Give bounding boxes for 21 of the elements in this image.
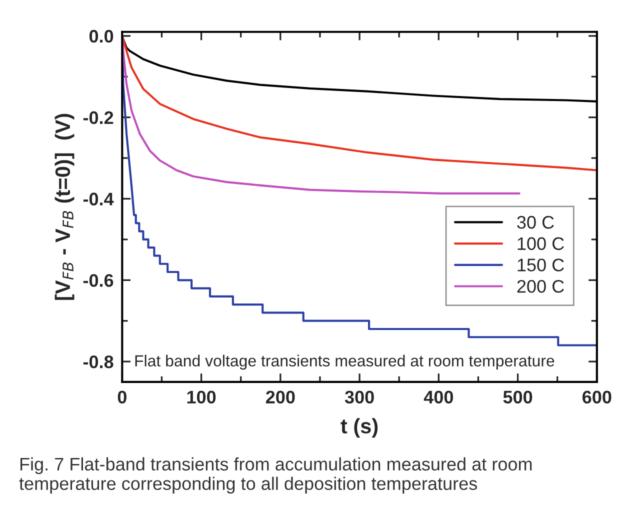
x-tick-label: 300 <box>344 390 374 404</box>
x-tick-label: 600 <box>582 390 612 404</box>
annotation: Flat band voltage transients measured at room temperature <box>135 354 554 370</box>
caption: Fig. 7 Flat-band transients from accumulation measured at room temperature corresponding to all deposition temperatures <box>19 457 532 494</box>
legend-label: 100 C <box>518 237 564 250</box>
y-tick-label: -0.8 <box>83 355 114 368</box>
line-series <box>122 34 520 194</box>
x-tick-label: 0 <box>118 390 126 404</box>
legend-label: 30 C <box>517 216 554 229</box>
x-tick-label: 500 <box>503 390 532 404</box>
y-tick-label: -0.4 <box>83 192 114 206</box>
legend-label: 200 C <box>517 280 564 293</box>
x-axis-title: t (s) <box>340 418 378 438</box>
x-tick-label: 200 <box>266 390 295 404</box>
y-axis-title: [V$_{FB}$ - V$_{FB}$ (t=0)] (V) <box>54 114 74 300</box>
y-tick-label: -0.6 <box>83 274 114 287</box>
x-tick-label: 100 <box>187 390 216 404</box>
y-tick-label: 0.0 <box>89 30 114 43</box>
x-tick-label: 400 <box>424 390 453 404</box>
y-tick-label: -0.2 <box>83 111 114 124</box>
legend-label: 150 C <box>518 258 564 272</box>
